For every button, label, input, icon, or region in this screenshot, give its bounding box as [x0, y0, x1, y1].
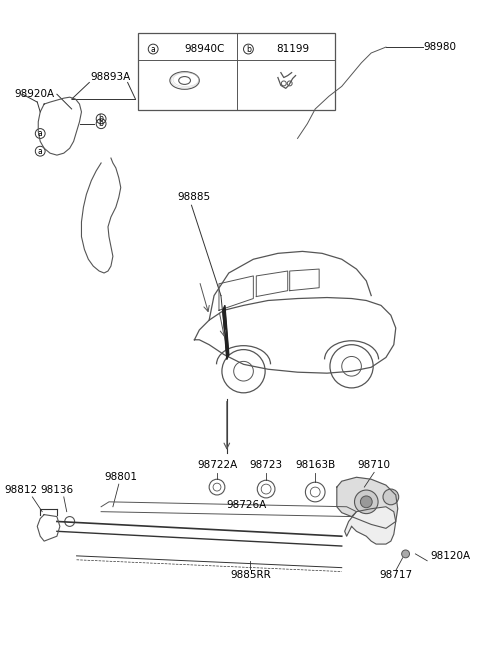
Text: 98812: 98812 [4, 485, 37, 495]
Text: 98136: 98136 [40, 485, 73, 495]
Text: 98893A: 98893A [91, 71, 131, 82]
Text: b: b [99, 119, 104, 128]
Text: a: a [151, 45, 156, 54]
Text: b: b [246, 45, 251, 54]
Text: 98120A: 98120A [430, 551, 470, 561]
Bar [138, 33, 335, 110]
Circle shape [402, 550, 409, 558]
Text: 98723: 98723 [250, 460, 283, 470]
Text: 98710: 98710 [358, 460, 391, 470]
Text: b: b [99, 114, 104, 123]
Circle shape [383, 489, 399, 505]
Text: a: a [38, 147, 43, 156]
Polygon shape [337, 477, 398, 529]
Text: 98980: 98980 [423, 42, 456, 52]
Text: a: a [38, 129, 43, 138]
Text: 98920A: 98920A [14, 89, 54, 100]
Text: 98801: 98801 [104, 472, 137, 482]
Polygon shape [345, 507, 396, 544]
Text: 98726A: 98726A [227, 500, 266, 510]
Circle shape [355, 490, 378, 514]
Text: 98717: 98717 [379, 571, 412, 580]
Polygon shape [223, 305, 229, 360]
Text: 98885: 98885 [178, 193, 211, 202]
Circle shape [360, 496, 372, 508]
Text: 98940C: 98940C [185, 44, 225, 54]
Text: 9885RR: 9885RR [230, 571, 271, 580]
Text: 98163B: 98163B [295, 460, 336, 470]
Text: 81199: 81199 [276, 44, 309, 54]
Text: 98722A: 98722A [197, 460, 237, 470]
